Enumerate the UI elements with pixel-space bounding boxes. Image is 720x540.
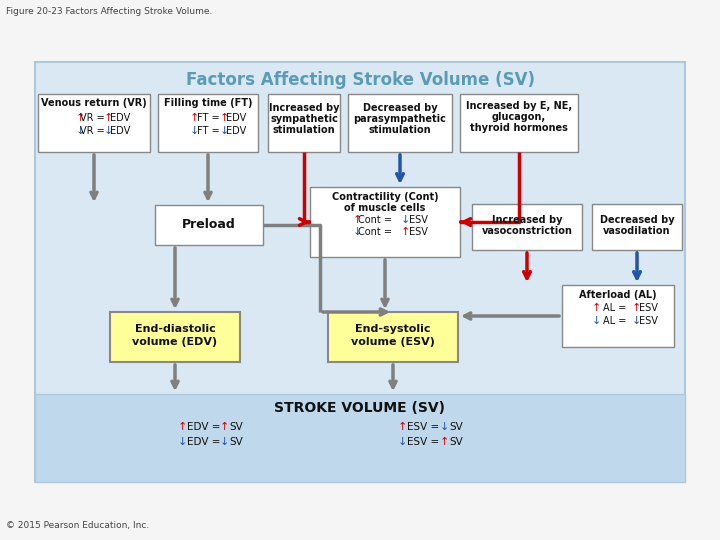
Bar [562,285,674,347]
Bar [35,62,685,482]
Text: © 2015 Pearson Education, Inc.: © 2015 Pearson Education, Inc. [6,521,149,530]
Text: Venous return (VR): Venous return (VR) [41,98,147,108]
Text: VR =: VR = [80,113,108,123]
Text: glucagon,: glucagon, [492,112,546,122]
Text: ↑: ↑ [220,113,229,123]
Text: ↑: ↑ [591,303,600,313]
Text: ↓: ↓ [177,437,186,447]
Text: EDV =: EDV = [186,437,223,447]
Text: Preload: Preload [182,219,236,232]
Text: ↑: ↑ [103,113,113,123]
Text: SV: SV [449,422,463,432]
Text: ↓: ↓ [220,126,229,136]
Text: of muscle cells: of muscle cells [344,203,426,213]
Text: EDV: EDV [226,126,246,136]
Text: vasoconstriction: vasoconstriction [482,226,572,236]
Text: ESV: ESV [639,316,657,326]
Text: ↓: ↓ [352,227,361,237]
Text: ↓: ↓ [189,126,199,136]
Text: End-diastolic: End-diastolic [135,324,215,334]
Text: thyroid hormones: thyroid hormones [470,123,568,133]
Text: Cont =: Cont = [359,215,395,225]
Text: Factors Affecting Stroke Volume (SV): Factors Affecting Stroke Volume (SV) [186,71,534,89]
Text: ESV =: ESV = [408,437,443,447]
Text: FT =: FT = [197,126,223,136]
Text: ESV: ESV [408,215,428,225]
Text: End-systolic: End-systolic [355,324,431,334]
Bar [155,205,263,245]
Bar [472,204,582,250]
Text: EDV =: EDV = [186,422,223,432]
Text: Increased by: Increased by [269,103,339,113]
Bar [158,94,258,152]
Bar [35,394,685,482]
Text: ↓: ↓ [103,126,113,136]
Text: ↓: ↓ [220,437,229,447]
Text: stimulation: stimulation [273,125,336,135]
Text: ↓: ↓ [591,316,600,326]
Text: ↑: ↑ [220,422,229,432]
Text: sympathetic: sympathetic [270,114,338,124]
Text: EDV: EDV [226,113,246,123]
Text: Increased by: Increased by [492,215,562,225]
Bar [592,204,682,250]
Text: ↑: ↑ [352,215,361,225]
Text: FT =: FT = [197,113,223,123]
Text: EDV: EDV [110,113,130,123]
Text: ↑: ↑ [400,227,410,237]
Text: parasympathetic: parasympathetic [354,114,446,124]
Text: ↑: ↑ [189,113,199,123]
Text: ↑: ↑ [439,437,449,447]
Text: EDV: EDV [110,126,130,136]
Text: Contractility (Cont): Contractility (Cont) [332,192,438,202]
Text: Figure 20-23 Factors Affecting Stroke Volume.: Figure 20-23 Factors Affecting Stroke Vo… [6,7,212,16]
Text: STROKE VOLUME (SV): STROKE VOLUME (SV) [274,401,446,415]
Text: VR =: VR = [80,126,108,136]
Text: SV: SV [229,422,243,432]
Text: SV: SV [229,437,243,447]
Text: ↓: ↓ [76,126,85,136]
Bar [268,94,340,152]
Text: volume (ESV): volume (ESV) [351,337,435,347]
Text: vasodilation: vasodilation [603,226,671,236]
Text: AL =: AL = [603,303,629,313]
Text: Decreased by: Decreased by [600,215,675,225]
Text: Cont =: Cont = [359,227,395,237]
Text: Decreased by: Decreased by [363,103,437,113]
Text: ↑: ↑ [631,303,641,313]
Text: Filling time (FT): Filling time (FT) [163,98,252,108]
Bar [460,94,578,152]
Bar [110,312,240,362]
Text: ↑: ↑ [177,422,186,432]
Text: stimulation: stimulation [369,125,431,135]
Text: ESV: ESV [408,227,428,237]
Text: ↓: ↓ [631,316,641,326]
Text: ↓: ↓ [400,215,410,225]
Bar [348,94,452,152]
Text: SV: SV [449,437,463,447]
Text: ESV =: ESV = [408,422,443,432]
Text: ↑: ↑ [397,422,407,432]
Text: ESV: ESV [639,303,657,313]
Text: Increased by E, NE,: Increased by E, NE, [466,101,572,111]
Text: AL =: AL = [603,316,629,326]
Text: ↑: ↑ [76,113,85,123]
Text: ↓: ↓ [439,422,449,432]
Bar [328,312,458,362]
Text: volume (EDV): volume (EDV) [132,337,217,347]
Text: ↓: ↓ [397,437,407,447]
Bar [310,187,460,257]
Bar [38,94,150,152]
Text: Afterload (AL): Afterload (AL) [579,290,657,300]
